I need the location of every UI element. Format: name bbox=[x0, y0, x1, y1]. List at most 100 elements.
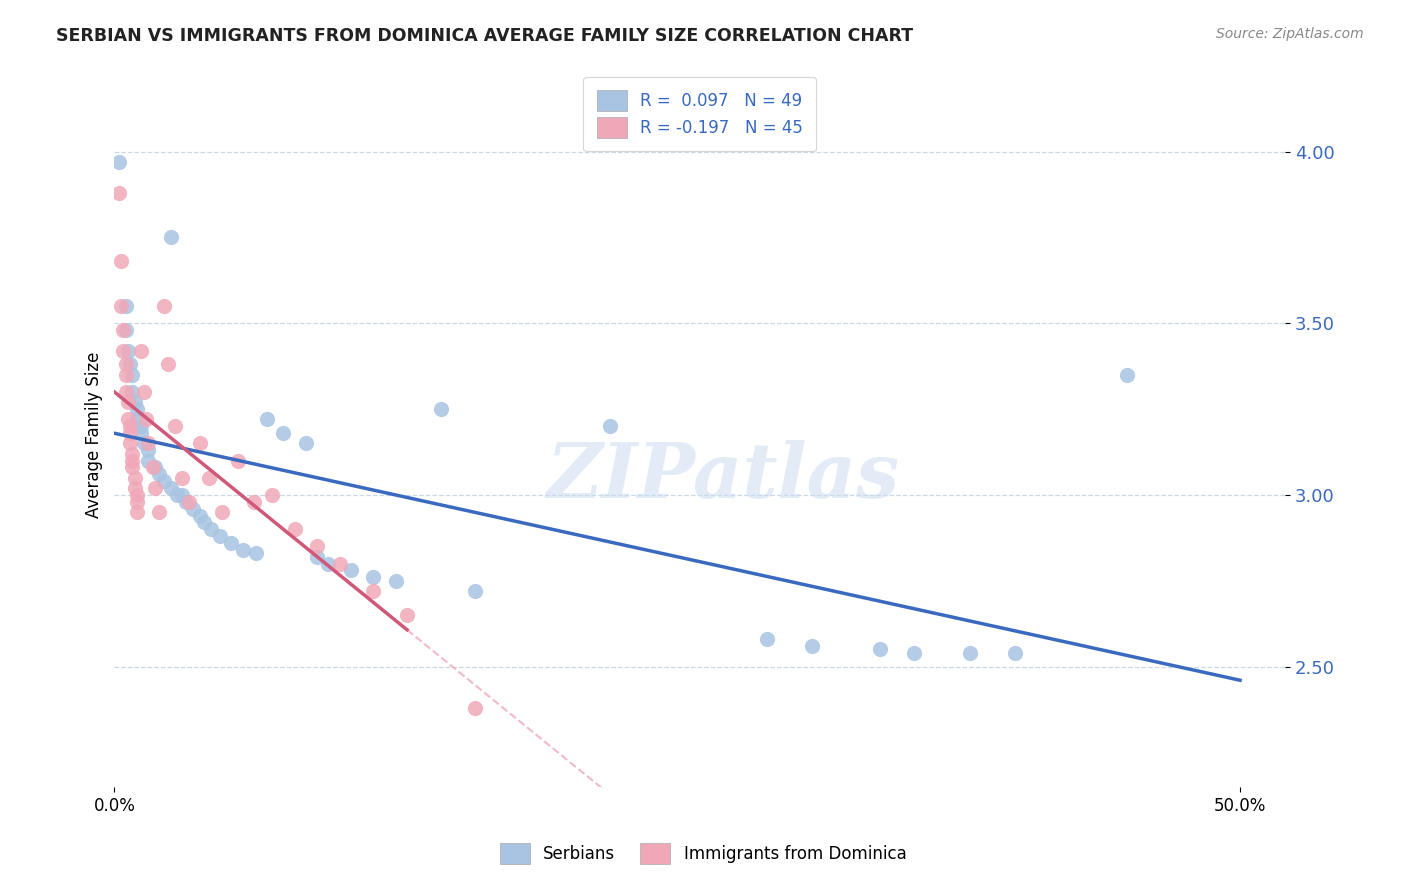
Point bbox=[170, 488, 193, 502]
Point bbox=[125, 402, 148, 417]
Point bbox=[181, 501, 204, 516]
Point bbox=[125, 505, 148, 519]
Point bbox=[339, 564, 361, 578]
Point bbox=[131, 419, 153, 434]
Point bbox=[243, 495, 266, 509]
Point bbox=[120, 358, 142, 372]
Point bbox=[131, 343, 153, 358]
Point bbox=[226, 453, 249, 467]
Point bbox=[125, 495, 148, 509]
Point bbox=[124, 481, 146, 495]
Point bbox=[112, 343, 135, 358]
Point bbox=[143, 481, 166, 495]
Point bbox=[396, 608, 419, 623]
Point bbox=[177, 495, 200, 509]
Point bbox=[464, 701, 486, 715]
Legend: Serbians, Immigrants from Dominica: Serbians, Immigrants from Dominica bbox=[494, 837, 912, 871]
Point bbox=[136, 443, 159, 458]
Point bbox=[211, 505, 233, 519]
Point bbox=[363, 570, 385, 584]
Point bbox=[170, 471, 193, 485]
Point bbox=[363, 584, 385, 599]
Point bbox=[143, 460, 166, 475]
Point bbox=[108, 154, 131, 169]
Point bbox=[305, 540, 328, 554]
Point bbox=[159, 481, 181, 495]
Point bbox=[599, 419, 621, 434]
Point bbox=[198, 471, 221, 485]
Point bbox=[153, 474, 176, 488]
Point bbox=[959, 646, 981, 660]
Point bbox=[124, 395, 146, 409]
Point bbox=[328, 557, 350, 571]
Point bbox=[256, 412, 278, 426]
Point bbox=[159, 230, 181, 244]
Point bbox=[188, 508, 211, 523]
Point bbox=[316, 557, 339, 571]
Point bbox=[125, 488, 148, 502]
Point bbox=[117, 395, 139, 409]
Point bbox=[232, 542, 254, 557]
Text: ZIPatlas: ZIPatlas bbox=[547, 440, 900, 514]
Point bbox=[153, 299, 176, 313]
Legend: R =  0.097   N = 49, R = -0.197   N = 45: R = 0.097 N = 49, R = -0.197 N = 45 bbox=[583, 77, 815, 151]
Point bbox=[114, 384, 136, 399]
Point bbox=[148, 467, 170, 482]
Point bbox=[1004, 646, 1026, 660]
Point bbox=[114, 299, 136, 313]
Point bbox=[801, 639, 824, 653]
Point bbox=[166, 488, 188, 502]
Point bbox=[132, 384, 155, 399]
Point bbox=[903, 646, 925, 660]
Point bbox=[305, 549, 328, 564]
Point bbox=[121, 368, 143, 382]
Point bbox=[117, 412, 139, 426]
Point bbox=[245, 546, 267, 560]
Point bbox=[385, 574, 408, 588]
Point bbox=[131, 426, 153, 441]
Point bbox=[117, 343, 139, 358]
Point bbox=[142, 460, 165, 475]
Point bbox=[1116, 368, 1139, 382]
Text: SERBIAN VS IMMIGRANTS FROM DOMINICA AVERAGE FAMILY SIZE CORRELATION CHART: SERBIAN VS IMMIGRANTS FROM DOMINICA AVER… bbox=[56, 27, 914, 45]
Point bbox=[176, 495, 198, 509]
Point bbox=[136, 436, 159, 450]
Point bbox=[157, 358, 180, 372]
Point bbox=[112, 323, 135, 337]
Point bbox=[124, 471, 146, 485]
Point bbox=[121, 460, 143, 475]
Point bbox=[120, 426, 142, 441]
Point bbox=[869, 642, 891, 657]
Point bbox=[108, 186, 131, 200]
Point bbox=[135, 412, 157, 426]
Point bbox=[121, 384, 143, 399]
Point bbox=[110, 254, 132, 268]
Point bbox=[114, 358, 136, 372]
Point bbox=[136, 453, 159, 467]
Text: Source: ZipAtlas.com: Source: ZipAtlas.com bbox=[1216, 27, 1364, 41]
Point bbox=[165, 419, 187, 434]
Point bbox=[120, 436, 142, 450]
Point bbox=[271, 426, 294, 441]
Point bbox=[125, 412, 148, 426]
Point bbox=[188, 436, 211, 450]
Point bbox=[283, 522, 305, 536]
Point bbox=[464, 584, 486, 599]
Point bbox=[260, 488, 283, 502]
Point bbox=[114, 323, 136, 337]
Point bbox=[294, 436, 316, 450]
Point bbox=[209, 529, 232, 543]
Point bbox=[756, 632, 779, 647]
Point bbox=[148, 505, 170, 519]
Y-axis label: Average Family Size: Average Family Size bbox=[86, 351, 103, 518]
Point bbox=[121, 453, 143, 467]
Point bbox=[132, 436, 155, 450]
Point bbox=[193, 516, 215, 530]
Point bbox=[200, 522, 222, 536]
Point bbox=[114, 368, 136, 382]
Point bbox=[430, 402, 453, 417]
Point bbox=[110, 299, 132, 313]
Point bbox=[221, 536, 243, 550]
Point bbox=[121, 447, 143, 461]
Point bbox=[120, 419, 142, 434]
